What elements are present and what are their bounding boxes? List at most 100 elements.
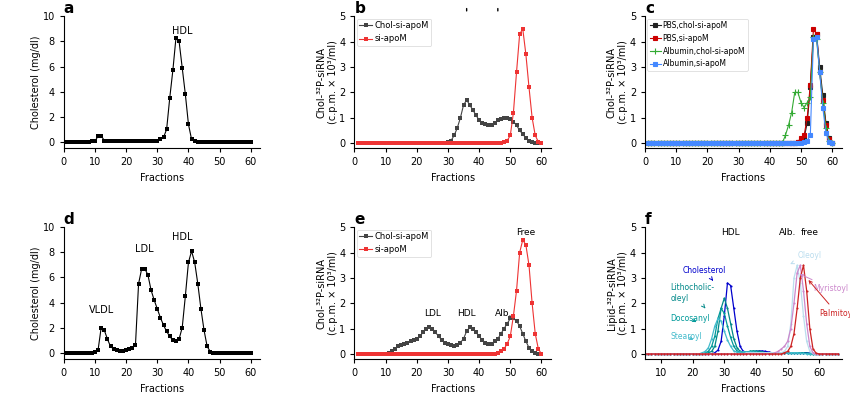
Legend: Chol-si-apoM, si-apoM: Chol-si-apoM, si-apoM (357, 19, 431, 46)
si-apoM (400, 141, 410, 146)
Y-axis label: Chol-³²P-siRNA
(c.p.m. × 10³/ml): Chol-³²P-siRNA (c.p.m. × 10³/ml) (316, 40, 337, 124)
Line: PBS,si-apoM: PBS,si-apoM (647, 27, 834, 145)
Chol-si-apoM (536, 141, 547, 146)
Text: LDL: LDL (424, 309, 441, 318)
PBS,chol-si-apoM (690, 141, 700, 146)
Y-axis label: Chol-³²P-siRNA
(c.p.m. × 10³/ml): Chol-³²P-siRNA (c.p.m. × 10³/ml) (316, 251, 337, 335)
Y-axis label: Cholesterol (mg/dl): Cholesterol (mg/dl) (31, 35, 41, 129)
si-apoM (383, 141, 394, 146)
Line: Albumin,chol-si-apoM: Albumin,chol-si-apoM (645, 34, 835, 146)
Chol-si-apoM (415, 141, 425, 146)
Y-axis label: Chol-³²P-siRNA
(c.p.m. × 10³/ml): Chol-³²P-siRNA (c.p.m. × 10³/ml) (607, 40, 628, 124)
si-apoM (415, 352, 425, 357)
PBS,chol-si-apoM (702, 141, 712, 146)
Legend: Chol-si-apoM, si-apoM: Chol-si-apoM, si-apoM (357, 230, 431, 257)
si-apoM (468, 141, 478, 146)
si-apoM (536, 352, 547, 357)
Chol-si-apoM (405, 339, 416, 344)
PBS,chol-si-apoM (706, 141, 716, 146)
si-apoM (536, 141, 547, 146)
Albumin,chol-si-apoM (643, 141, 654, 146)
Text: f: f (645, 212, 652, 227)
Albumin,chol-si-apoM (706, 141, 716, 146)
Line: Albumin,si-apoM: Albumin,si-apoM (647, 35, 834, 145)
Chol-si-apoM (353, 141, 363, 146)
PBS,si-apoM (706, 141, 716, 146)
si-apoM (411, 352, 422, 357)
PBS,si-apoM (643, 141, 654, 146)
Y-axis label: Cholesterol (mg/dl): Cholesterol (mg/dl) (31, 246, 41, 340)
Line: Chol-si-apoM: Chol-si-apoM (356, 98, 543, 145)
Text: b: b (354, 1, 366, 16)
PBS,si-apoM (758, 141, 768, 146)
Text: VLDL: VLDL (88, 305, 114, 315)
X-axis label: Fractions: Fractions (431, 384, 474, 394)
si-apoM (518, 237, 528, 242)
si-apoM (353, 141, 363, 146)
PBS,chol-si-apoM (674, 141, 684, 146)
Albumin,chol-si-apoM (758, 141, 768, 146)
Text: Lithocholic-
oleyl: Lithocholic- oleyl (671, 283, 715, 308)
PBS,chol-si-apoM (758, 141, 768, 146)
PBS,si-apoM (827, 141, 837, 146)
PBS,chol-si-apoM (812, 31, 822, 36)
Chol-si-apoM (400, 141, 410, 146)
Albumin,chol-si-apoM (702, 141, 712, 146)
si-apoM (415, 141, 425, 146)
Line: si-apoM: si-apoM (356, 238, 543, 356)
Albumin,si-apoM (812, 34, 822, 39)
Chol-si-apoM (400, 341, 410, 346)
Chol-si-apoM (383, 141, 394, 146)
Chol-si-apoM (411, 141, 422, 146)
Albumin,chol-si-apoM (827, 141, 837, 146)
si-apoM (518, 27, 528, 31)
Text: HDL: HDL (172, 26, 192, 36)
Chol-si-apoM (415, 334, 425, 339)
X-axis label: Fractions: Fractions (140, 173, 184, 183)
Chol-si-apoM (353, 352, 363, 357)
Legend: PBS,chol-si-apoM, PBS,si-apoM, Albumin,chol-si-apoM, Albumin,si-apoM: PBS,chol-si-apoM, PBS,si-apoM, Albumin,c… (648, 19, 748, 71)
Albumin,chol-si-apoM (808, 34, 819, 39)
Text: Free: Free (516, 228, 536, 237)
Text: Oleoyl: Oleoyl (791, 251, 821, 264)
X-axis label: Fractions: Fractions (431, 173, 474, 183)
PBS,si-apoM (696, 141, 706, 146)
PBS,si-apoM (690, 141, 700, 146)
Albumin,si-apoM (702, 141, 712, 146)
PBS,si-apoM (808, 27, 819, 31)
Albumin,chol-si-apoM (696, 141, 706, 146)
Albumin,si-apoM (706, 141, 716, 146)
Albumin,si-apoM (827, 141, 837, 146)
Chol-si-apoM (411, 336, 422, 341)
Text: free: free (801, 228, 819, 237)
Albumin,si-apoM (758, 141, 768, 146)
Text: HDL: HDL (722, 228, 740, 237)
Text: Stearoyl: Stearoyl (671, 332, 702, 341)
Text: Docosanyl: Docosanyl (671, 314, 710, 323)
Albumin,si-apoM (674, 141, 684, 146)
Text: e: e (354, 212, 365, 227)
si-apoM (405, 141, 416, 146)
Text: Myristoyl: Myristoyl (801, 274, 848, 293)
PBS,chol-si-apoM (696, 141, 706, 146)
Y-axis label: Lipid-³²P-siRNA
(c.p.m. × 10³/ml): Lipid-³²P-siRNA (c.p.m. × 10³/ml) (607, 251, 628, 335)
Text: a: a (64, 1, 74, 16)
Chol-si-apoM (405, 141, 416, 146)
Chol-si-apoM (462, 98, 472, 102)
Text: Alb.: Alb. (779, 228, 796, 237)
PBS,si-apoM (702, 141, 712, 146)
si-apoM (468, 352, 478, 357)
Text: HDL: HDL (172, 232, 192, 242)
Text: HDL: HDL (457, 309, 476, 318)
Chol-si-apoM (471, 113, 481, 118)
PBS,si-apoM (674, 141, 684, 146)
PBS,chol-si-apoM (827, 141, 837, 146)
Albumin,chol-si-apoM (690, 141, 700, 146)
Line: PBS,chol-si-apoM: PBS,chol-si-apoM (647, 32, 834, 145)
si-apoM (383, 352, 394, 357)
X-axis label: Fractions: Fractions (140, 384, 184, 394)
Chol-si-apoM (383, 350, 394, 355)
si-apoM (400, 352, 410, 357)
X-axis label: Fractions: Fractions (722, 384, 765, 394)
Text: LDL: LDL (135, 244, 154, 254)
